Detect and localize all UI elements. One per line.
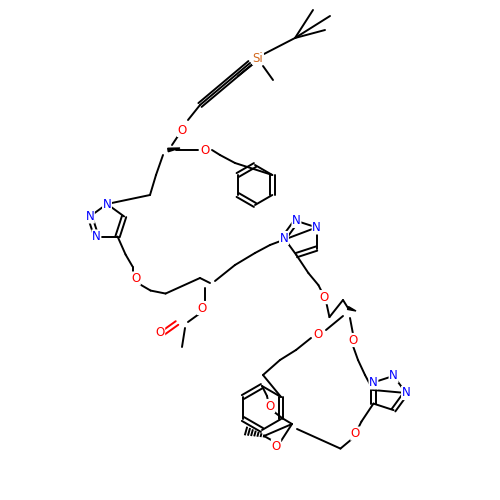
Text: N: N bbox=[312, 221, 321, 234]
Text: N: N bbox=[102, 198, 112, 210]
Text: O: O bbox=[351, 427, 360, 440]
Text: N: N bbox=[389, 370, 398, 382]
Polygon shape bbox=[348, 306, 356, 311]
Text: O: O bbox=[320, 290, 329, 304]
Text: O: O bbox=[156, 326, 164, 340]
Text: N: N bbox=[280, 232, 288, 244]
Text: N: N bbox=[92, 230, 101, 243]
Text: O: O bbox=[178, 124, 186, 136]
Text: N: N bbox=[402, 386, 410, 400]
Text: N: N bbox=[292, 214, 301, 228]
Text: O: O bbox=[200, 144, 209, 156]
Text: O: O bbox=[266, 400, 274, 412]
Text: O: O bbox=[198, 302, 206, 314]
Text: O: O bbox=[272, 440, 280, 452]
Polygon shape bbox=[168, 148, 180, 152]
Text: N: N bbox=[86, 210, 94, 223]
Text: O: O bbox=[131, 272, 140, 285]
Text: O: O bbox=[314, 328, 322, 342]
Text: Si: Si bbox=[252, 52, 264, 64]
Text: O: O bbox=[348, 334, 358, 346]
Text: N: N bbox=[369, 376, 378, 389]
